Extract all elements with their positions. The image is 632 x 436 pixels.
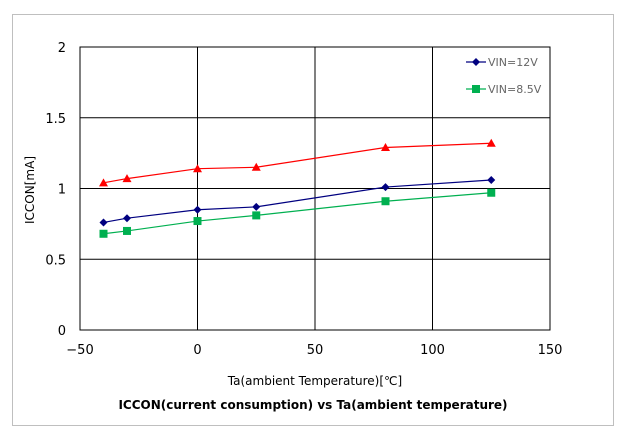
- legend-marker: [472, 58, 480, 66]
- chart-frame: [12, 14, 614, 426]
- data-point: [251, 162, 261, 171]
- data-point: [122, 174, 132, 183]
- x-tick-label: −50: [66, 343, 93, 358]
- y-tick-label: 0.5: [45, 253, 66, 268]
- series-2: [99, 188, 496, 238]
- data-point: [193, 217, 202, 226]
- plot-area: [79, 46, 551, 331]
- y-tick-label: 1: [58, 183, 66, 198]
- data-point: [123, 214, 131, 223]
- series-line: [103, 142, 492, 184]
- chart-title: ICCON(current consumption) vs Ta(ambient…: [118, 398, 507, 412]
- x-axis-title: Ta(ambient Temperature)[℃]: [227, 374, 402, 388]
- data-point: [99, 218, 108, 227]
- data-point: [487, 188, 496, 197]
- data-point: [487, 176, 496, 185]
- series-line: [103, 192, 492, 235]
- legend: VIN=12V VIN=8.5V: [466, 56, 542, 96]
- legend-marker: [472, 85, 480, 93]
- x-tick-label: 100: [420, 343, 445, 358]
- y-tick-label: 0: [58, 324, 66, 339]
- y-tick-label: 1.5: [45, 112, 66, 127]
- x-tick-label: 50: [307, 343, 324, 358]
- data-point: [381, 142, 390, 151]
- legend-label: VIN=8.5V: [488, 83, 542, 96]
- data-point: [123, 226, 131, 235]
- data-point: [486, 138, 496, 147]
- data-point: [193, 164, 202, 173]
- data-point: [252, 211, 261, 220]
- data-point: [99, 178, 108, 187]
- legend-label: VIN=12V: [488, 56, 538, 69]
- data-point: [381, 197, 390, 206]
- data-point: [193, 205, 202, 214]
- series-layer: [99, 138, 496, 238]
- series-line: [103, 179, 492, 224]
- y-axis-title: ICCON[mA]: [23, 156, 37, 224]
- data-point: [381, 183, 390, 192]
- series-3: [99, 138, 496, 187]
- series-1: [99, 176, 496, 227]
- x-tick-label: 0: [193, 343, 201, 358]
- data-point: [252, 202, 261, 211]
- data-point: [99, 229, 108, 238]
- y-tick-label: 2: [58, 41, 66, 56]
- x-tick-label: 150: [538, 343, 563, 358]
